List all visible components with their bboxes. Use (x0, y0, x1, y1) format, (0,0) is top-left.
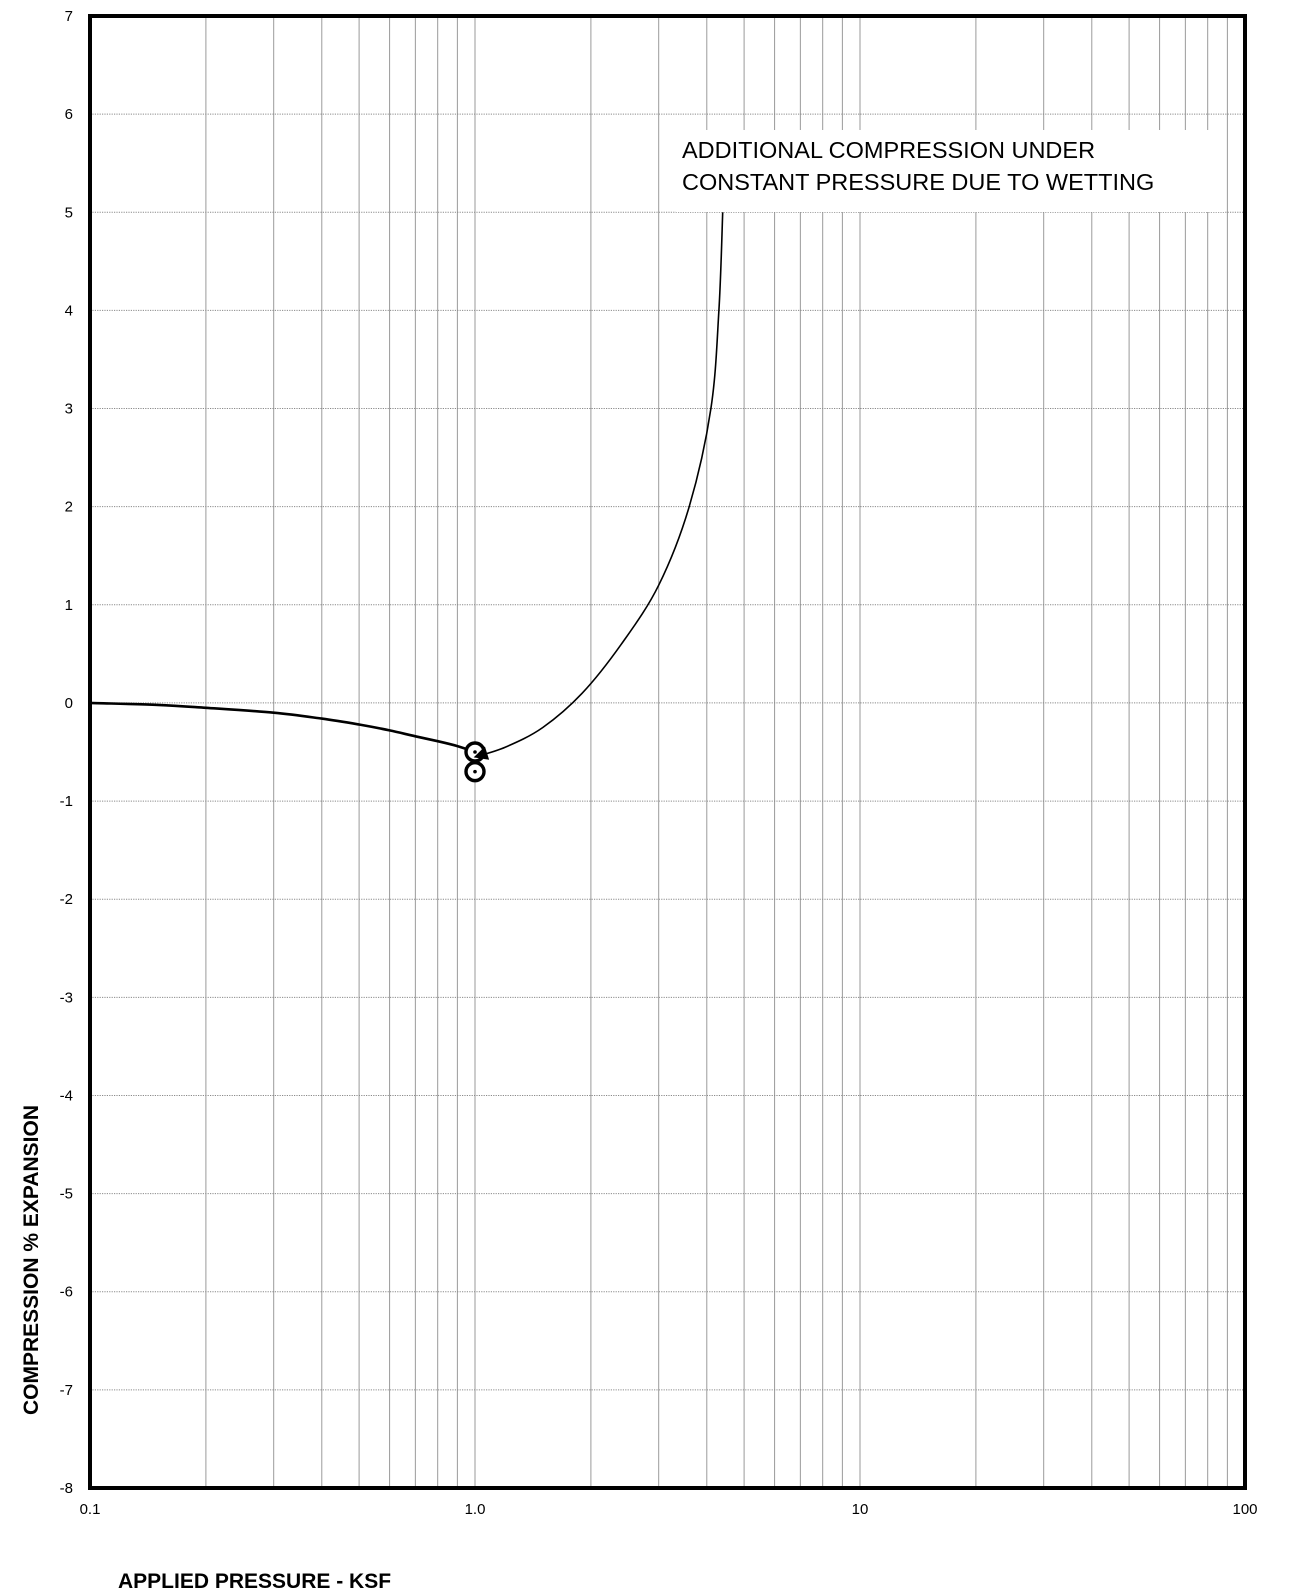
data-point-center (473, 750, 477, 754)
y-tick-label: -8 (60, 1480, 73, 1497)
x-tick-label: 100 (1232, 1501, 1257, 1518)
y-tick-label: 4 (65, 302, 73, 319)
y-tick-label: -1 (60, 793, 73, 810)
y-tick-label: 0 (65, 695, 73, 712)
x-axis-title: APPLIED PRESSURE - KSF (118, 1570, 391, 1593)
y-tick-label: -6 (60, 1284, 73, 1301)
plot-frame (88, 14, 1247, 1490)
x-tick-label: 1.0 (465, 1501, 486, 1518)
data-point-center (473, 769, 477, 774)
y-tick-label: -4 (60, 1087, 73, 1104)
annotation-text: ADDITIONAL COMPRESSION UNDER (682, 137, 1095, 163)
y-tick-label: 5 (65, 204, 73, 221)
y-axis-title: COMPRESSION % EXPANSION (20, 1105, 43, 1415)
y-tick-label: 3 (65, 401, 73, 418)
annotations: ADDITIONAL COMPRESSION UNDER CONSTANT PRE… (473, 130, 1224, 760)
y-tick-label: -3 (60, 989, 73, 1006)
y-tick-label: 2 (65, 499, 73, 516)
annotation-text: CONSTANT PRESSURE DUE TO WETTING (682, 169, 1154, 195)
y-tick-label: 7 (65, 8, 73, 25)
x-tick-label: 10 (852, 1501, 869, 1518)
y-tick-label: -2 (60, 891, 73, 908)
annotation-background (676, 130, 1224, 212)
y-tick-label: 1 (65, 597, 73, 614)
y-tick-label: -7 (60, 1382, 73, 1399)
x-tick-label: 0.1 (80, 1501, 101, 1518)
y-tick-label: -5 (60, 1186, 73, 1203)
annotation-arrow (473, 212, 724, 760)
y-tick-label: 6 (65, 106, 73, 123)
series-line (89, 701, 476, 754)
